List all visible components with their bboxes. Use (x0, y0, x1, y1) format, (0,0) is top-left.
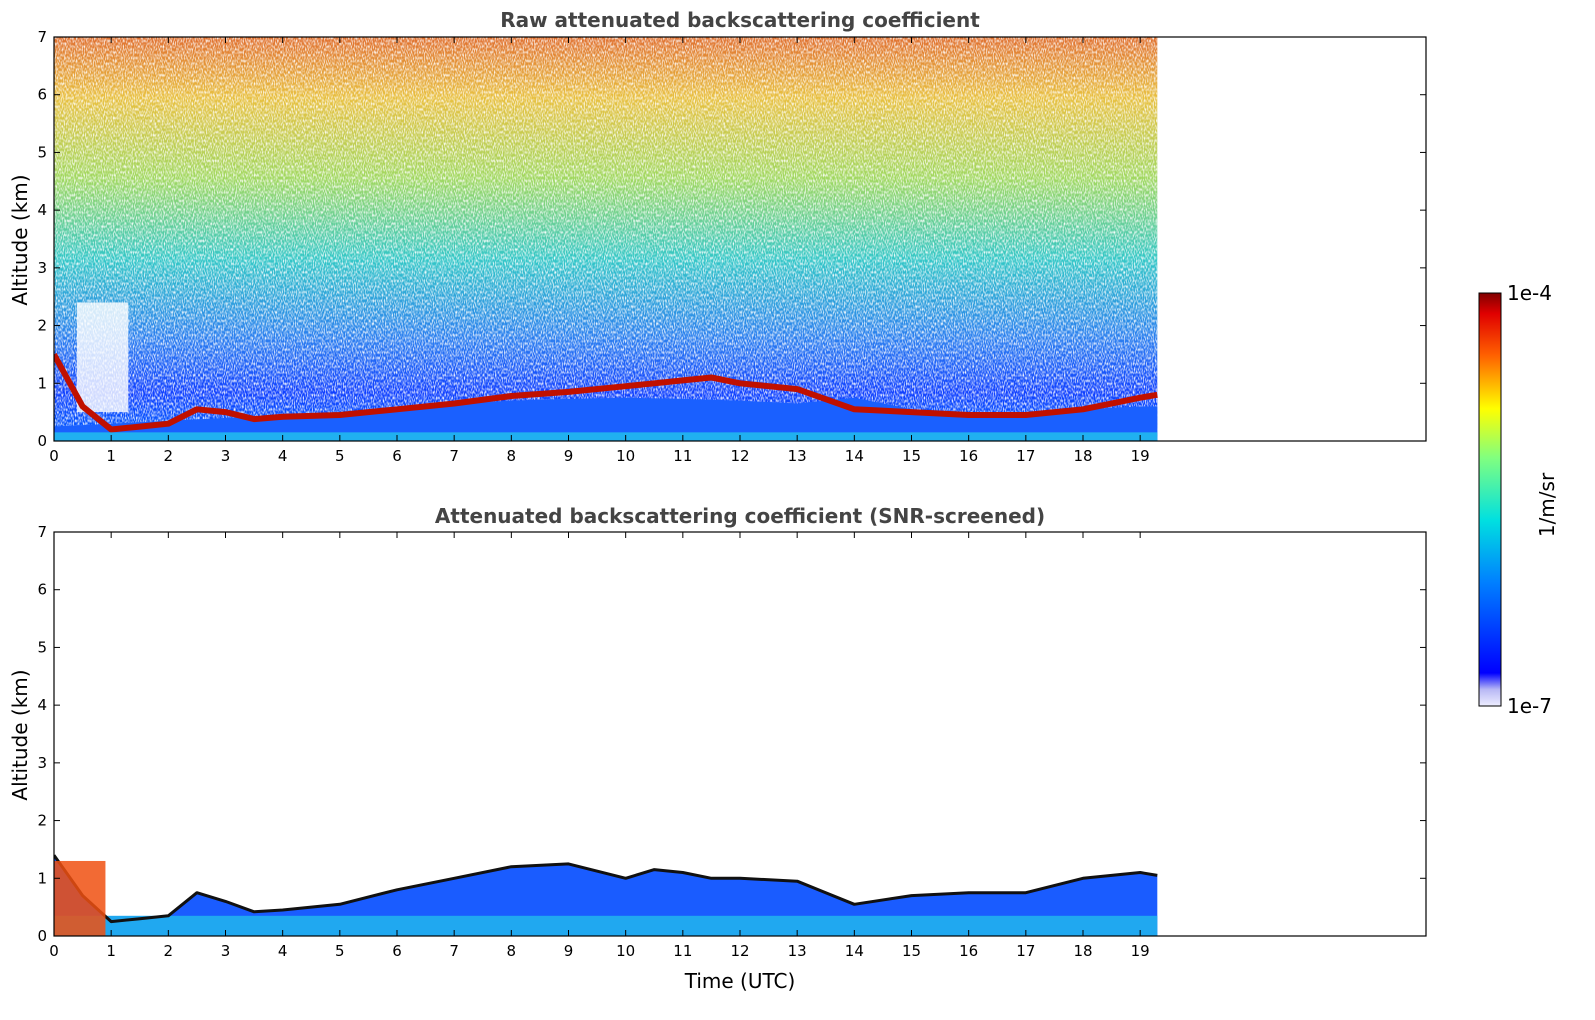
x-tick-label: 17 (1016, 942, 1035, 960)
screened-early-column (54, 860, 106, 936)
y-tick-label: 2 (37, 812, 47, 830)
raw-noise-speckle (54, 37, 1158, 441)
panel-screened-frame (53, 531, 1427, 937)
x-tick-label: 18 (1073, 447, 1092, 465)
colorbar-unit-label: 1/m/sr (1535, 472, 1559, 537)
panel-screened: Attenuated backscattering coefficient (S… (8, 504, 1427, 993)
colorbar-min-label: 1e-7 (1507, 694, 1552, 718)
y-tick-label: 4 (37, 201, 47, 219)
x-tick-label: 8 (507, 447, 517, 465)
x-tick-label: 10 (616, 942, 635, 960)
x-tick-label: 16 (959, 447, 978, 465)
y-tick-label: 2 (37, 317, 47, 335)
y-tick-label: 5 (37, 638, 47, 656)
panel-raw-title: Raw attenuated backscattering coefficien… (500, 8, 980, 32)
x-tick-label: 17 (1016, 447, 1035, 465)
x-tick-label: 6 (392, 447, 402, 465)
x-tick-label: 3 (221, 447, 231, 465)
x-tick-label: 9 (564, 942, 574, 960)
x-tick-label: 6 (392, 942, 402, 960)
x-tick-label: 3 (221, 942, 231, 960)
x-tick-label: 7 (449, 942, 459, 960)
x-tick-label: 2 (164, 447, 174, 465)
raw-heatmap (54, 37, 1158, 441)
x-tick-label: 5 (335, 942, 345, 960)
x-tick-label: 7 (449, 447, 459, 465)
panel-screened-ylabel: Altitude (km) (8, 669, 32, 800)
x-tick-label: 15 (902, 447, 921, 465)
x-tick-label: 10 (616, 447, 635, 465)
panel-raw-x-ticks: 0 1 2 3 4 5 6 7 8 9 10 11 12 13 14 15 16 17 18 19 (49, 37, 1150, 465)
y-tick-label: 3 (37, 754, 47, 772)
x-tick-label: 8 (507, 942, 517, 960)
colorbar-max-label: 1e-4 (1507, 281, 1552, 305)
y-tick-label: 5 (37, 143, 47, 161)
x-tick-label: 0 (49, 447, 59, 465)
x-tick-label: 5 (335, 447, 345, 465)
x-tick-label: 1 (106, 942, 116, 960)
y-tick-label: 6 (37, 581, 47, 599)
y-tick-label: 1 (37, 869, 47, 887)
panel-raw-y-ticks: 0 1 2 3 4 5 6 7 (37, 28, 1426, 450)
panel-raw: Raw attenuated backscattering coefficien… (8, 8, 1427, 465)
x-tick-label: 9 (564, 447, 574, 465)
x-tick-label: 11 (673, 447, 692, 465)
x-tick-label: 4 (278, 942, 288, 960)
panel-raw-ylabel: Altitude (km) (8, 174, 32, 305)
x-tick-label: 4 (278, 447, 288, 465)
x-tick-label: 13 (788, 942, 807, 960)
y-tick-label: 1 (37, 374, 47, 392)
y-tick-label: 7 (37, 523, 47, 541)
x-tick-label: 14 (845, 447, 864, 465)
x-tick-label: 14 (845, 942, 864, 960)
x-tick-label: 12 (730, 942, 749, 960)
panel-screened-y-ticks: 0 1 2 3 4 5 6 7 (37, 523, 1426, 945)
colorbar: 1e-4 1e-7 1/m/sr (1478, 281, 1559, 718)
x-tick-label: 11 (673, 942, 692, 960)
x-tick-label: 1 (106, 447, 116, 465)
x-tick-label: 19 (1131, 942, 1150, 960)
panel-screened-title: Attenuated backscattering coefficient (S… (435, 504, 1045, 528)
x-tick-label: 0 (49, 942, 59, 960)
raw-aerosol-top-line (54, 352, 1158, 433)
y-tick-label: 0 (37, 432, 47, 450)
y-tick-label: 7 (37, 28, 47, 46)
y-tick-label: 3 (37, 259, 47, 277)
panel-screened-xlabel: Time (UTC) (684, 969, 796, 993)
y-tick-label: 0 (37, 927, 47, 945)
screened-heatmap (54, 854, 1158, 936)
x-tick-label: 19 (1131, 447, 1150, 465)
y-tick-label: 4 (37, 696, 47, 714)
x-tick-label: 13 (788, 447, 807, 465)
x-tick-label: 12 (730, 447, 749, 465)
x-tick-label: 16 (959, 942, 978, 960)
x-tick-label: 2 (164, 942, 174, 960)
colorbar-gradient (1478, 292, 1502, 707)
x-tick-label: 18 (1073, 942, 1092, 960)
screened-layer-top-line (54, 854, 1158, 924)
raw-surface-layer (54, 432, 1158, 441)
raw-clear-gap (76, 302, 129, 413)
panel-screened-x-ticks: 0 1 2 3 4 5 6 7 8 9 10 11 12 13 14 15 16 17 18 19 (49, 532, 1150, 960)
x-tick-label: 15 (902, 942, 921, 960)
screened-surface-layer (54, 915, 1158, 936)
y-tick-label: 6 (37, 86, 47, 104)
